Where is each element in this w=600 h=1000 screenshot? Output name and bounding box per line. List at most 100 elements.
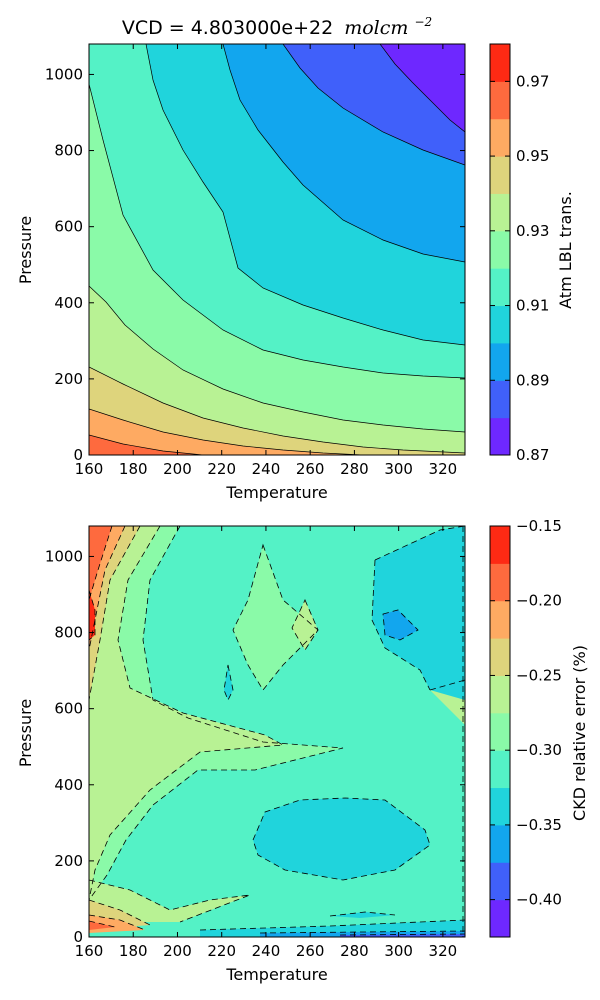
colorbar-tick-label: −0.40 (516, 891, 562, 909)
bottom-colorbar-label: CKD relative error (%) (570, 645, 589, 821)
colorbar-tick-label: 0.93 (516, 222, 549, 240)
top-colorbar: 0.87 0.89 0.91 0.93 0.95 0.97 (489, 43, 549, 464)
colorbar-frame (489, 525, 511, 938)
colorbar-segment (490, 342, 510, 381)
x-tick-label: 260 (296, 460, 325, 478)
colorbar-segment (490, 712, 510, 751)
bottom-band-spike (224, 665, 233, 700)
x-tick-label: 220 (207, 942, 236, 960)
x-tick-label: 300 (384, 460, 413, 478)
colorbar-segment (490, 862, 510, 901)
top-band-0.88 (380, 44, 465, 132)
colorbar-tick-label: 0.87 (516, 446, 549, 464)
top-plot: VCD = 4.803000e+22 molcm −2 (16, 15, 575, 502)
x-tick-label: 160 (75, 460, 104, 478)
bottom-band-0.375-upper (383, 610, 418, 640)
bottom-band-0.175 (89, 590, 95, 640)
x-tick-label: 180 (119, 460, 148, 478)
top-axes: 160 180 200 220 240 260 280 300 320 0 200 400 600 800… (45, 44, 465, 478)
top-y-axis-label: Pressure (16, 216, 35, 284)
colorbar-segment (490, 81, 510, 120)
bottom-plot-frame (88, 525, 466, 938)
top-plot-frame (88, 43, 466, 456)
colorbar-segment (490, 118, 510, 157)
colorbar-segment (490, 305, 510, 344)
y-tick-label: 400 (54, 294, 83, 312)
x-tick-label: 200 (163, 942, 192, 960)
colorbar-tick-label: 0.91 (516, 297, 549, 315)
colorbar-segment (490, 899, 510, 938)
colorbar-segment (490, 380, 510, 419)
colorbar-segment (490, 526, 510, 564)
y-tick-label: 600 (54, 218, 83, 236)
colorbar-segment (490, 268, 510, 307)
top-x-axis-label: Temperature (225, 483, 327, 502)
colorbar-segment (490, 675, 510, 714)
bottom-colorbar: −0.40 −0.35 −0.30 −0.25 −0.20 −0.15 (489, 517, 562, 938)
colorbar-frame (489, 43, 511, 456)
colorbar-tick-label: 0.97 (516, 72, 549, 90)
y-tick-label: 0 (73, 928, 83, 946)
bottom-band-bottom-0.225 (89, 915, 145, 933)
colorbar-segment (490, 600, 510, 639)
x-tick-label: 240 (252, 942, 281, 960)
y-tick-label: 200 (54, 852, 83, 870)
y-tick-label: 1000 (45, 65, 83, 83)
bottom-isolines (89, 526, 465, 937)
x-tick-label: 200 (163, 460, 192, 478)
colorbar-segment (490, 417, 510, 456)
x-tick-label: 240 (252, 460, 281, 478)
x-tick-label: 260 (296, 942, 325, 960)
colorbar-segment (490, 824, 510, 863)
y-tick-label: 400 (54, 776, 83, 794)
bottom-plot: 160 180 200 220 240 260 280 300 320 0 200 400 600 800… (16, 517, 589, 984)
x-tick-label: 280 (340, 942, 369, 960)
x-tick-label: 320 (429, 460, 458, 478)
y-tick-label: 1000 (45, 547, 83, 565)
bottom-y-axis-label: Pressure (16, 699, 35, 767)
colorbar-segment (490, 563, 510, 602)
bottom-band-0.35-upper (372, 526, 465, 700)
bottom-band-bottom-0.20 (89, 921, 115, 930)
y-tick-label: 600 (54, 700, 83, 718)
colorbar-segment (490, 787, 510, 826)
top-plot-title: VCD = 4.803000e+22 molcm −2 (122, 15, 432, 39)
bottom-band-diamond-outer (233, 545, 318, 690)
colorbar-segment (490, 750, 510, 789)
colorbar-tick-label: 0.89 (516, 371, 549, 389)
colorbar-segment (490, 193, 510, 232)
y-tick-label: 200 (54, 370, 83, 388)
colorbar-tick-label: 0.95 (516, 147, 549, 165)
colorbar-segment (490, 44, 510, 82)
x-tick-label: 160 (75, 942, 104, 960)
top-contour-field (89, 44, 465, 455)
y-tick-label: 0 (73, 446, 83, 464)
top-band-0.94 (89, 367, 465, 455)
top-band-0.96 (89, 435, 203, 455)
top-isolines (89, 44, 465, 455)
x-tick-label: 300 (384, 942, 413, 960)
x-tick-label: 280 (340, 460, 369, 478)
bottom-band-bottom-0.35 (330, 912, 395, 918)
top-colorbar-label: Atm LBL trans. (556, 191, 575, 309)
colorbar-tick-label: −0.25 (516, 666, 562, 684)
bottom-band-diamond-inner (292, 600, 318, 650)
bottom-band-0.35-lower (253, 798, 430, 880)
colorbar-tick-label: −0.20 (516, 592, 562, 610)
colorbar-segment (490, 156, 510, 194)
y-tick-label: 800 (54, 142, 83, 160)
colorbar-tick-label: −0.15 (516, 517, 562, 535)
colorbar-segment (490, 638, 510, 676)
x-tick-label: 220 (207, 460, 236, 478)
y-tick-label: 800 (54, 624, 83, 642)
colorbar-tick-label: −0.30 (516, 741, 562, 759)
colorbar-segment (490, 230, 510, 269)
bottom-axes: 160 180 200 220 240 260 280 300 320 0 200 400 600 800… (45, 526, 465, 960)
x-tick-label: 320 (429, 942, 458, 960)
bottom-band-0.20 (89, 526, 112, 600)
bottom-contour-field (89, 526, 465, 937)
top-band-0.92 (89, 84, 465, 455)
bottom-x-axis-label: Temperature (225, 965, 327, 984)
top-band-0.95 (89, 409, 363, 455)
